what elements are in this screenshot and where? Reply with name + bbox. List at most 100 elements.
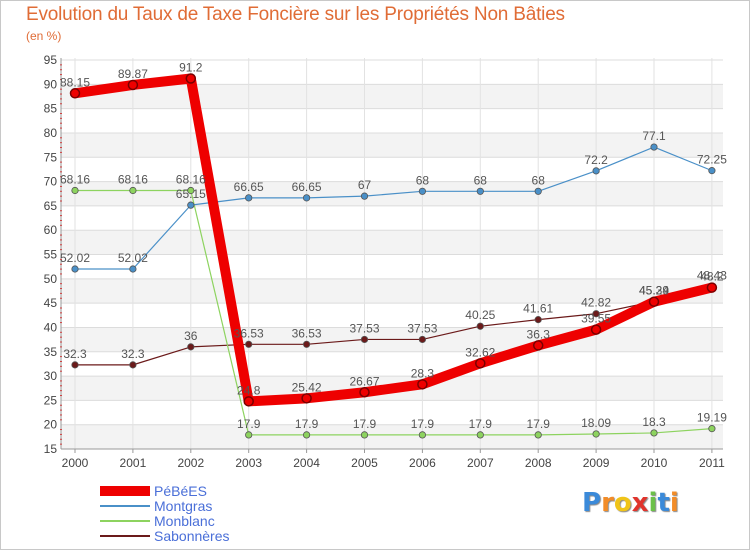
data-point — [650, 143, 658, 151]
data-point — [127, 79, 139, 91]
data-point — [418, 431, 426, 439]
y-tick-label: 65 — [44, 199, 58, 213]
data-label: 68 — [474, 173, 488, 187]
data-label: 88.15 — [60, 75, 90, 89]
data-label: 91.2 — [179, 60, 203, 74]
x-tick-label: 2004 — [293, 456, 320, 470]
data-label: 17.9 — [295, 417, 319, 431]
data-label: 32.3 — [121, 347, 145, 361]
y-tick-label: 15 — [44, 442, 58, 456]
series-line — [74, 146, 713, 270]
data-point — [245, 431, 253, 439]
y-tick-label: 70 — [44, 175, 58, 189]
data-point — [302, 340, 311, 348]
data-label: 68.16 — [60, 173, 90, 187]
data-label: 68 — [416, 173, 430, 187]
data-point — [71, 186, 79, 195]
data-point — [187, 186, 195, 195]
grid-band — [61, 278, 723, 304]
data-point — [245, 194, 253, 202]
x-tick-label: 2001 — [120, 456, 147, 470]
data-point — [708, 167, 716, 175]
y-tick-label: 25 — [44, 393, 58, 407]
x-tick-label: 2007 — [467, 456, 494, 470]
data-point — [418, 335, 426, 344]
data-label: 77.1 — [642, 129, 666, 143]
data-point — [592, 167, 600, 175]
data-label: 36.3 — [527, 327, 551, 341]
data-point — [129, 186, 137, 195]
logo-letter: t — [657, 488, 670, 518]
data-label: 25.42 — [292, 380, 322, 394]
data-point — [301, 393, 312, 404]
y-tick-label: 30 — [44, 369, 58, 383]
legend-label-pebees: PéBéES — [154, 483, 207, 499]
data-label: 89.87 — [118, 67, 148, 81]
y-tick-label: 45 — [44, 296, 58, 310]
data-label: 32.62 — [465, 345, 495, 359]
data-label: 17.9 — [411, 417, 435, 431]
y-tick-label: 75 — [44, 150, 58, 164]
data-point — [534, 316, 542, 324]
data-label: 17.9 — [469, 417, 493, 431]
data-label: 18.3 — [642, 415, 666, 429]
data-point — [243, 396, 254, 407]
data-point — [534, 431, 542, 439]
legend-label-monblanc: Monblanc — [154, 513, 215, 529]
x-tick-label: 2003 — [235, 456, 262, 470]
data-label: 52.02 — [60, 251, 90, 265]
data-point — [590, 324, 602, 335]
logo-letter: x — [631, 488, 649, 518]
data-point — [532, 340, 544, 351]
logo-letter: i — [669, 488, 679, 518]
legend-label-montgras: Montgras — [154, 498, 213, 514]
data-label: 40.25 — [465, 308, 495, 322]
data-label: 36 — [184, 329, 198, 343]
data-label: 39.55 — [581, 312, 611, 326]
logo-letter: o — [613, 488, 632, 518]
data-point — [69, 88, 81, 99]
data-point — [417, 379, 428, 390]
data-label: 68 — [532, 173, 546, 187]
data-label: 19.19 — [697, 411, 727, 425]
y-tick-label: 50 — [44, 272, 58, 286]
data-label: 45.29 — [639, 284, 669, 298]
x-tick-label: 2010 — [641, 456, 668, 470]
legend-label-sabonneres: Sabonnères — [154, 528, 230, 544]
grid-band — [61, 132, 723, 158]
series-line — [74, 285, 713, 366]
legend-swatch-montgras — [100, 505, 150, 507]
data-point — [592, 430, 600, 438]
y-tick-label: 40 — [44, 320, 58, 334]
data-label: 68.16 — [118, 173, 148, 187]
data-point — [360, 335, 369, 344]
data-point — [650, 429, 658, 437]
x-tick-label: 2006 — [409, 456, 436, 470]
data-label: 41.61 — [523, 302, 553, 316]
data-point — [302, 431, 311, 439]
data-label: 48.43 — [697, 268, 727, 282]
data-point — [129, 265, 137, 273]
x-tick-label: 2002 — [177, 456, 204, 470]
data-label: 32.3 — [63, 347, 87, 361]
y-tick-label: 80 — [44, 126, 58, 140]
data-point — [302, 194, 311, 202]
y-tick-label: 35 — [44, 345, 58, 359]
y-tick-label: 90 — [44, 77, 58, 91]
data-point — [185, 73, 197, 84]
y-tick-label: 60 — [44, 223, 58, 237]
data-label: 37.53 — [349, 321, 379, 335]
logo-letter: P — [582, 488, 602, 518]
data-point — [708, 425, 716, 433]
data-label: 36.53 — [292, 326, 322, 340]
data-label: 17.9 — [353, 417, 377, 431]
data-label: 36.53 — [234, 326, 264, 340]
data-point — [187, 201, 195, 209]
data-label: 42.82 — [581, 296, 611, 310]
grid-band — [61, 230, 723, 255]
data-label: 48.2 — [700, 270, 724, 284]
logo-letter: r — [601, 488, 614, 518]
data-point — [71, 265, 79, 273]
data-point — [592, 310, 600, 318]
